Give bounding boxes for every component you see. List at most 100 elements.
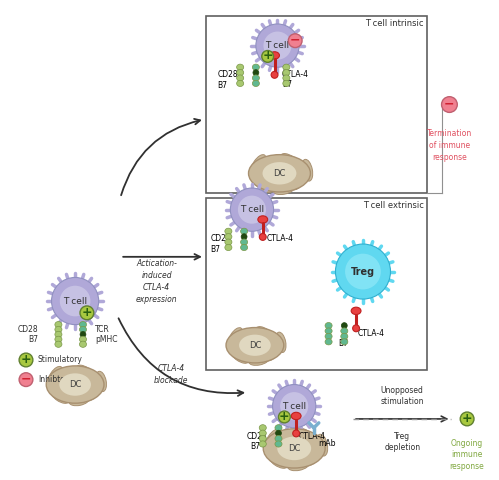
Ellipse shape <box>55 336 62 342</box>
Text: CD28: CD28 <box>211 234 232 243</box>
Ellipse shape <box>51 389 69 403</box>
Text: B7: B7 <box>338 339 348 348</box>
Text: DC: DC <box>69 380 81 389</box>
Text: Treg: Treg <box>351 266 375 276</box>
Text: −: − <box>290 34 300 47</box>
Text: Unopposed
stimulation: Unopposed stimulation <box>381 386 424 406</box>
Ellipse shape <box>283 70 290 76</box>
Circle shape <box>51 277 99 324</box>
Circle shape <box>259 233 266 240</box>
Ellipse shape <box>254 165 265 187</box>
Ellipse shape <box>325 323 332 329</box>
Ellipse shape <box>237 64 244 70</box>
Ellipse shape <box>265 429 281 448</box>
Ellipse shape <box>55 326 62 333</box>
Ellipse shape <box>273 183 294 194</box>
Text: mAb: mAb <box>318 439 335 448</box>
Ellipse shape <box>259 425 266 431</box>
Ellipse shape <box>275 425 282 431</box>
Ellipse shape <box>259 430 266 436</box>
Ellipse shape <box>263 429 325 468</box>
Circle shape <box>231 188 273 231</box>
Ellipse shape <box>55 341 62 348</box>
Ellipse shape <box>295 428 315 443</box>
Ellipse shape <box>231 337 242 358</box>
Ellipse shape <box>79 322 86 328</box>
Ellipse shape <box>254 178 273 192</box>
Ellipse shape <box>229 328 243 346</box>
Circle shape <box>272 384 316 428</box>
Ellipse shape <box>241 244 248 251</box>
Circle shape <box>335 244 391 299</box>
Ellipse shape <box>325 339 332 345</box>
Ellipse shape <box>60 367 80 378</box>
Circle shape <box>19 373 33 386</box>
Text: T cell intrinsic: T cell intrinsic <box>365 19 424 28</box>
Ellipse shape <box>79 341 86 348</box>
Text: CD28: CD28 <box>247 432 267 441</box>
Text: B7: B7 <box>28 335 38 344</box>
Ellipse shape <box>79 336 86 342</box>
Ellipse shape <box>256 326 274 341</box>
Text: T cell: T cell <box>282 402 306 411</box>
Bar <box>206 198 427 370</box>
Text: T cell: T cell <box>63 297 87 306</box>
Circle shape <box>263 32 291 60</box>
Ellipse shape <box>275 435 282 442</box>
Ellipse shape <box>262 162 296 184</box>
Circle shape <box>256 24 299 67</box>
Circle shape <box>19 353 33 367</box>
Text: Treg
depletion: Treg depletion <box>384 432 420 452</box>
Circle shape <box>280 392 308 420</box>
Ellipse shape <box>341 339 348 345</box>
Circle shape <box>275 430 281 436</box>
Ellipse shape <box>231 349 249 363</box>
Ellipse shape <box>252 75 259 81</box>
Ellipse shape <box>241 239 248 245</box>
Ellipse shape <box>69 395 89 406</box>
Ellipse shape <box>269 52 279 59</box>
Ellipse shape <box>251 155 266 174</box>
Text: T cell: T cell <box>240 205 264 214</box>
Ellipse shape <box>225 239 232 245</box>
Circle shape <box>460 412 474 426</box>
Ellipse shape <box>252 64 259 70</box>
Ellipse shape <box>316 434 328 456</box>
Ellipse shape <box>275 441 282 447</box>
Circle shape <box>341 323 347 328</box>
Circle shape <box>293 430 299 437</box>
Ellipse shape <box>341 328 348 334</box>
Ellipse shape <box>79 326 86 333</box>
Ellipse shape <box>291 412 301 420</box>
Ellipse shape <box>283 75 290 81</box>
Circle shape <box>262 50 273 62</box>
Text: Ongoing
immune
response: Ongoing immune response <box>450 439 485 471</box>
Ellipse shape <box>266 343 280 360</box>
Text: B7: B7 <box>282 80 292 89</box>
Ellipse shape <box>291 170 306 190</box>
Ellipse shape <box>76 365 94 379</box>
Ellipse shape <box>226 327 284 363</box>
Text: TCR: TCR <box>95 325 109 334</box>
Text: +: + <box>462 412 473 425</box>
Circle shape <box>271 72 278 78</box>
Ellipse shape <box>237 75 244 81</box>
Text: DC: DC <box>288 444 300 453</box>
Circle shape <box>241 234 247 240</box>
Ellipse shape <box>302 159 313 181</box>
Ellipse shape <box>46 366 104 403</box>
Text: CD28: CD28 <box>17 325 38 334</box>
Ellipse shape <box>55 331 62 337</box>
Circle shape <box>80 306 94 320</box>
Text: DC: DC <box>249 341 261 350</box>
Circle shape <box>278 411 290 423</box>
Text: B7: B7 <box>218 81 228 90</box>
Ellipse shape <box>241 228 248 234</box>
Ellipse shape <box>249 155 310 192</box>
Ellipse shape <box>325 328 332 334</box>
Text: B7: B7 <box>250 442 260 451</box>
Ellipse shape <box>277 437 311 460</box>
Circle shape <box>353 325 360 332</box>
Text: T cell extrinsic: T cell extrinsic <box>363 201 424 210</box>
Circle shape <box>80 332 86 337</box>
